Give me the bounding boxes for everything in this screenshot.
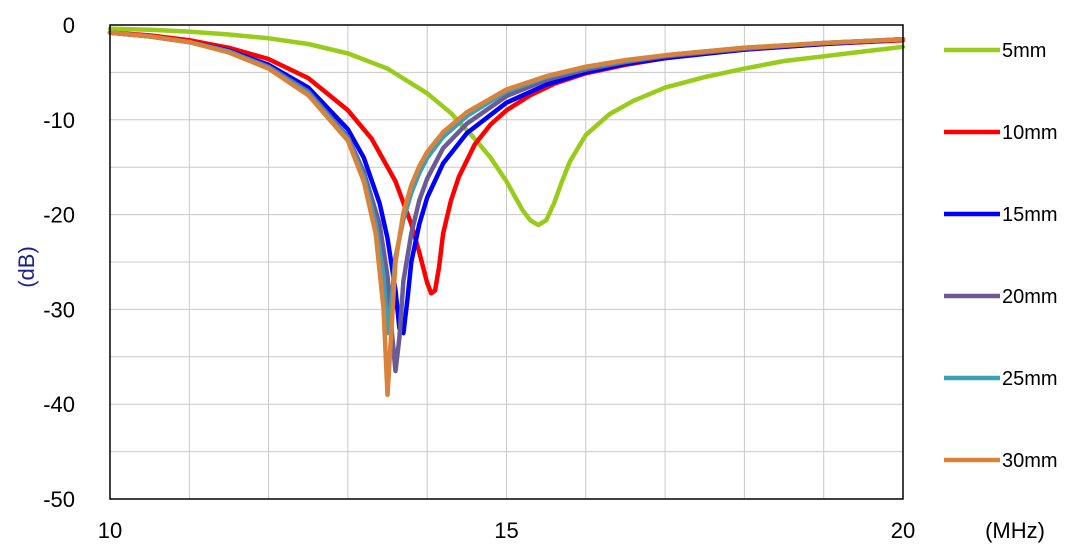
legend-label: 10mm [1002,122,1058,144]
y-tick-label: 0 [63,13,75,38]
y-tick-label: -50 [43,487,75,512]
y-axis-ticks: 0 -10 -20 -30 -40 -50 [43,13,75,512]
plot-area-frame [109,24,904,500]
x-axis-title: (MHz) [985,518,1045,543]
y-tick-label: -30 [43,297,75,322]
series-lines [107,26,906,397]
y-tick-label: -40 [43,392,75,417]
x-tick-label: 20 [891,518,915,543]
y-axis-title: (dB) [14,246,39,288]
x-axis-ticks: 10 15 20 [98,518,915,543]
legend-label: 15mm [1002,204,1058,226]
legend-label: 5mm [1002,40,1046,62]
legend: 5mm 10mm 15mm 20mm 25mm 30mm [944,40,1058,472]
x-tick-label: 15 [494,518,518,543]
legend-label: 25mm [1002,368,1058,390]
y-tick-label: -10 [43,108,75,133]
series-line-30mm [107,30,906,397]
legend-label: 20mm [1002,286,1058,308]
series-line-5mm [107,26,906,228]
x-tick-label: 10 [98,518,122,543]
legend-label: 30mm [1002,450,1058,472]
y-tick-label: -20 [43,203,75,228]
